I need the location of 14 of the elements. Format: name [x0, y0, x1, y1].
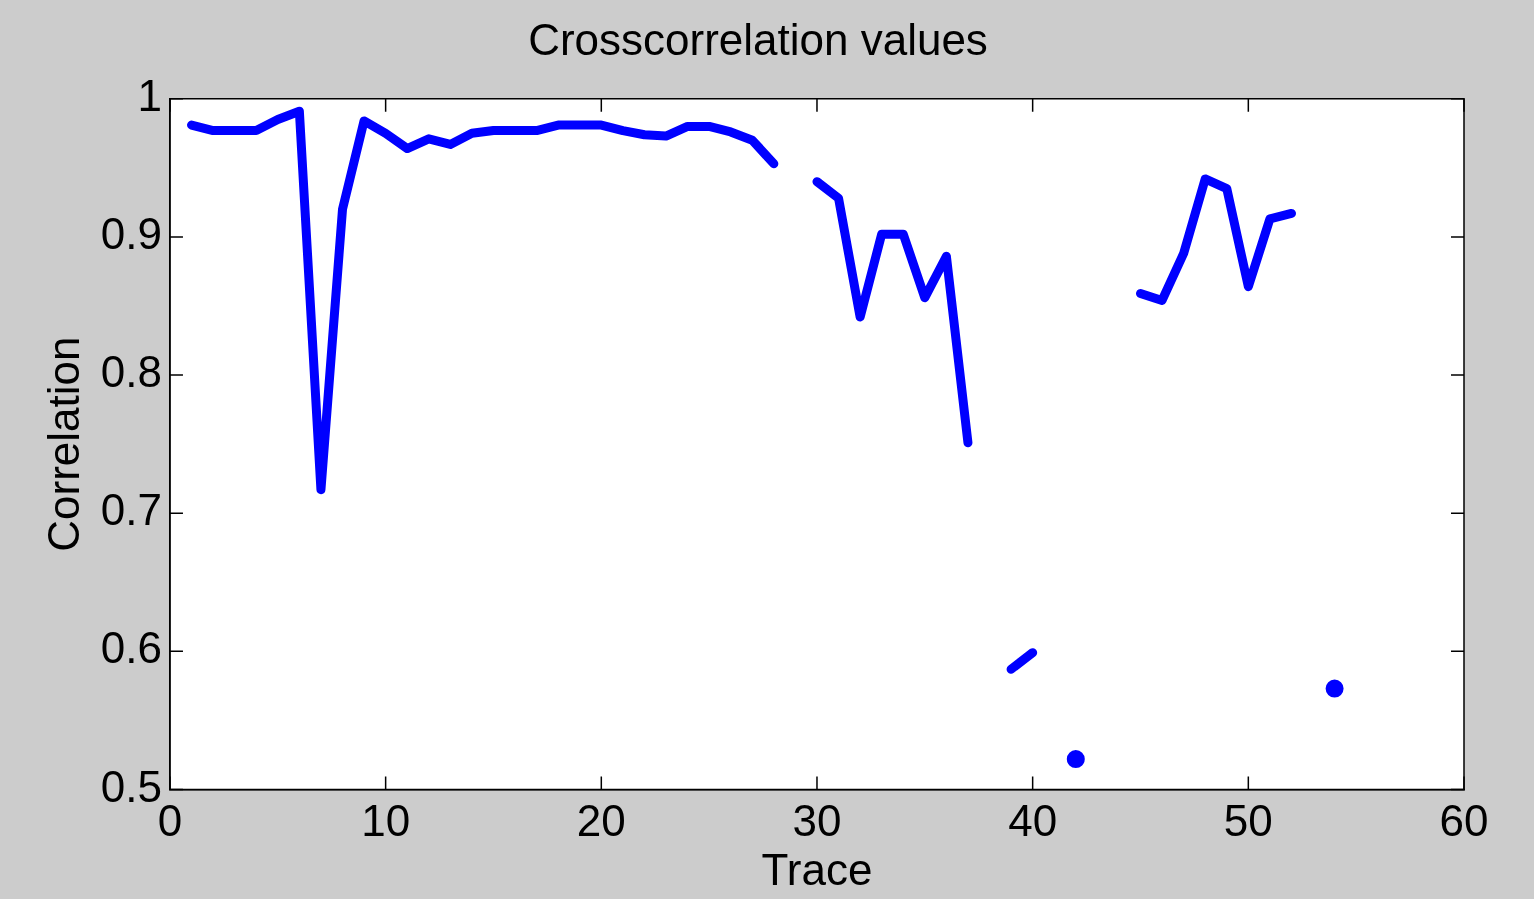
y-tick-label: 0.9	[100, 209, 162, 259]
y-axis-title: Correlation	[38, 336, 88, 552]
y-tick-label: 0.6	[100, 623, 162, 673]
x-tick-label: 40	[1008, 795, 1058, 845]
y-tick-label: 1	[137, 70, 162, 120]
x-axis-title: Trace	[761, 844, 873, 894]
x-tick-label: 60	[1439, 795, 1489, 845]
chart-title: Crosscorrelation values	[528, 14, 988, 64]
x-tick-label: 10	[361, 795, 411, 845]
x-tick-label: 20	[576, 795, 626, 845]
y-tick-label: 0.7	[100, 485, 162, 535]
x-tick-label: 50	[1223, 795, 1273, 845]
x-tick-label: 30	[792, 795, 842, 845]
y-tick-label: 0.8	[100, 347, 162, 397]
